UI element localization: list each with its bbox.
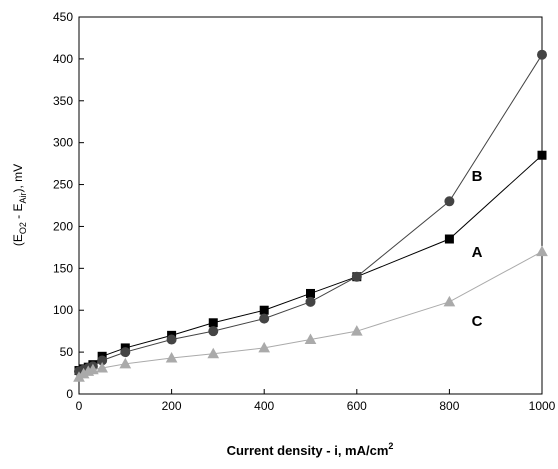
y-tick-label: 150 xyxy=(53,261,73,275)
y-tick-label: 0 xyxy=(66,387,73,401)
y-axis-title-text: ), mV xyxy=(11,164,25,193)
x-axis-title: Current density - i, mA/cm2 xyxy=(227,441,394,458)
y-axis-title-text: (E xyxy=(11,234,25,246)
y-tick-label: 300 xyxy=(53,136,73,150)
triangle-marker xyxy=(165,351,178,363)
square-marker xyxy=(208,318,218,328)
series-name: B xyxy=(472,168,483,185)
circle-marker xyxy=(259,313,270,324)
triangle-marker xyxy=(443,295,456,307)
circle-marker xyxy=(166,334,177,345)
x-tick-label: 600 xyxy=(347,399,367,413)
triangle-marker xyxy=(119,357,132,369)
circle-marker xyxy=(444,196,455,207)
y-axis-title: (EO2 - EAir), mV xyxy=(11,164,28,246)
triangle-marker xyxy=(304,333,317,345)
square-marker xyxy=(259,305,269,315)
x-axis-title-sup: 2 xyxy=(388,441,393,451)
triangle-marker xyxy=(536,245,548,257)
y-tick-label: 100 xyxy=(53,303,73,317)
y-tick-label: 350 xyxy=(53,94,73,108)
circle-marker xyxy=(120,347,131,358)
circle-marker xyxy=(537,49,547,60)
y-tick-label: 450 xyxy=(53,10,73,24)
triangle-marker xyxy=(87,363,99,375)
square-marker xyxy=(537,150,547,160)
triangle-marker xyxy=(207,347,220,359)
series-name: C xyxy=(472,313,483,330)
y-tick-label: 50 xyxy=(60,345,74,359)
x-tick-label: 400 xyxy=(254,399,274,413)
triangle-marker xyxy=(96,361,108,373)
y-axis-title-sub: Air xyxy=(18,192,28,203)
x-tick-label: 0 xyxy=(76,399,83,413)
circle-marker xyxy=(208,326,219,337)
y-tick-label: 200 xyxy=(53,219,73,233)
x-axis-title-text: Current density - i, mA/cm xyxy=(227,443,389,458)
triangle-marker xyxy=(350,325,363,336)
triangle-marker xyxy=(258,341,271,353)
y-tick-label: 250 xyxy=(53,178,73,192)
x-tick-label: 1000 xyxy=(529,399,556,413)
circle-marker xyxy=(305,296,316,307)
y-tick-label: 400 xyxy=(53,52,73,66)
series-name: A xyxy=(472,244,483,261)
x-tick-label: 800 xyxy=(439,399,459,413)
y-axis-title-sub: O2 xyxy=(18,222,28,234)
plot-frame xyxy=(78,16,543,395)
y-axis-title-text: - E xyxy=(11,203,25,222)
x-tick-label: 200 xyxy=(162,399,182,413)
square-marker xyxy=(306,288,315,298)
circle-marker xyxy=(351,271,362,282)
square-marker xyxy=(444,234,454,244)
